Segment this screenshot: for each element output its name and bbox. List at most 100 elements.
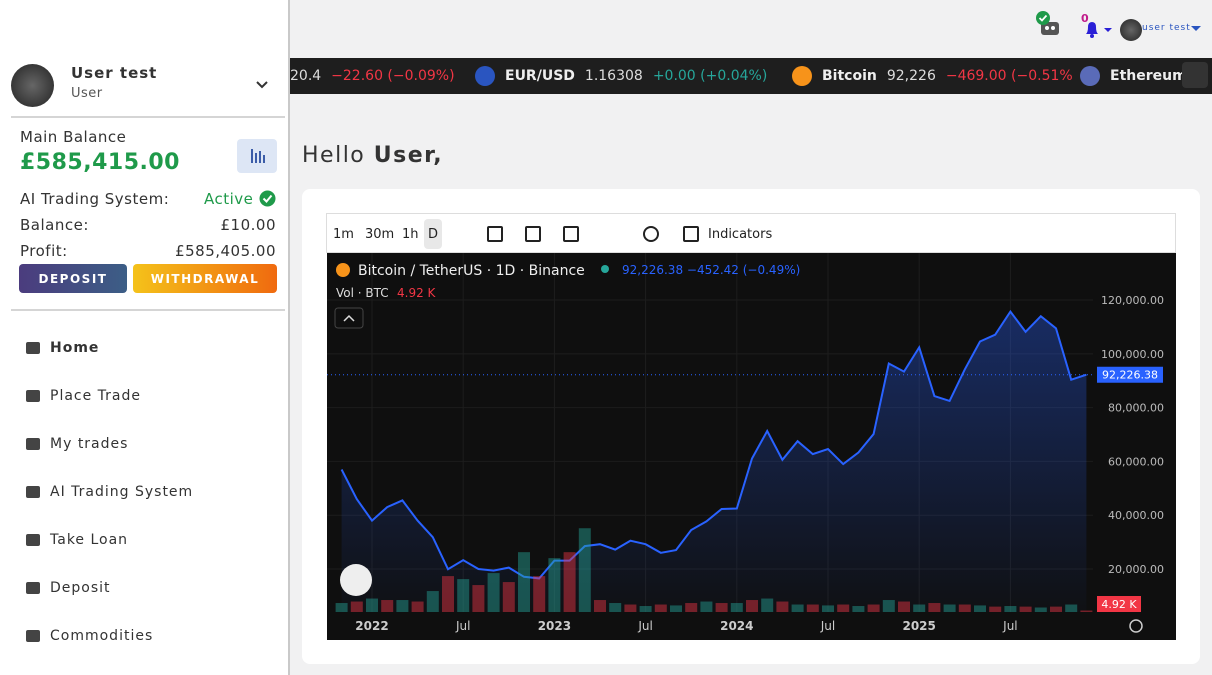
volume-bar	[1080, 610, 1093, 612]
collapse-button[interactable]	[334, 307, 364, 329]
volume-bar	[548, 558, 561, 612]
y-tick-label: 60,000.00	[1108, 455, 1164, 468]
x-tick-label: Jul	[637, 619, 652, 633]
volume-bar	[350, 601, 363, 612]
interval-button[interactable]: 1h	[402, 226, 419, 242]
stats-button[interactable]	[237, 139, 277, 173]
nav-icon	[26, 438, 40, 450]
nav-label: Home	[50, 340, 100, 356]
volume-bar	[533, 576, 546, 612]
tool-icon[interactable]	[683, 226, 699, 242]
coin-icon	[1080, 66, 1100, 86]
nav-item[interactable]: My trades	[26, 436, 128, 452]
interval-button[interactable]: 1m	[333, 226, 354, 242]
volume-bar	[472, 585, 485, 612]
ticker-change: −22.60 (−0.09%)	[331, 68, 455, 84]
nav-icon	[26, 342, 40, 354]
nav-label: Deposit	[50, 580, 111, 596]
volume-bar	[806, 604, 819, 612]
bell-icon[interactable]	[1083, 20, 1115, 40]
robot-icon[interactable]	[1035, 10, 1063, 38]
tv-logo	[340, 564, 372, 596]
x-tick-label: 2023	[538, 619, 571, 633]
nav-item[interactable]: Take Loan	[26, 532, 128, 548]
greeting: Hello User,	[302, 143, 443, 168]
ai-status: Active	[204, 190, 254, 208]
volume-bar	[1034, 607, 1047, 612]
profit-value: £585,405.00	[175, 242, 276, 260]
volume-bar	[776, 601, 789, 612]
balance-amount: £585,415.00	[20, 150, 180, 175]
deposit-button[interactable]: DEPOSIT	[19, 264, 127, 293]
chart-toolbar: 1m 30m 1h D Indicators	[326, 213, 1176, 253]
settings-icon[interactable]	[1129, 619, 1143, 633]
tool-icon[interactable]	[487, 226, 503, 242]
volume-bar	[822, 605, 834, 612]
y-tick-label: 120,000.00	[1101, 294, 1164, 307]
ticker-item[interactable]: EUR/USD 1.16308 +0.00 (+0.04%)	[475, 58, 767, 94]
y-tick-label: 100,000.00	[1101, 348, 1164, 361]
volume-bar	[335, 603, 348, 612]
coin-icon	[792, 66, 812, 86]
interval-button[interactable]: 30m	[365, 226, 395, 242]
button-label: DEPOSIT	[38, 271, 108, 286]
volume-bar	[791, 604, 804, 612]
volume-bar	[563, 552, 576, 612]
last-price-box	[1097, 366, 1163, 383]
volume-bar	[396, 600, 409, 612]
indicators-button[interactable]: Indicators	[708, 226, 773, 242]
ticker-bar: 20.4 −22.60 (−0.09%) EUR/USD 1.16308 +0.00 (…	[290, 58, 1212, 94]
ticker-item[interactable]: 20.4 −22.60 (−0.09%)	[290, 58, 455, 94]
tool-icon[interactable]	[563, 226, 579, 242]
withdrawal-button[interactable]: WITHDRAWAL	[133, 264, 277, 293]
x-tick-label: 2025	[902, 619, 935, 633]
volume-bar	[366, 598, 378, 612]
ticker-price: 1.16308	[584, 68, 643, 84]
chevron[interactable]	[256, 80, 268, 90]
nav-icon	[26, 582, 40, 594]
tool-icon[interactable]	[525, 226, 541, 242]
nav-item[interactable]: Home	[26, 340, 99, 356]
volume-bar	[442, 576, 454, 612]
last-price-label: 92,226.38	[1102, 369, 1158, 382]
user-menu[interactable]: user test	[1142, 23, 1191, 33]
greeting-name: User,	[373, 143, 444, 168]
nav-item[interactable]: Deposit	[26, 580, 111, 596]
volume-bar	[700, 601, 713, 612]
volume-label: 4.92 K	[1101, 598, 1137, 611]
ticker-item[interactable]: Ethereum	[1080, 58, 1187, 94]
volume-bar	[670, 605, 682, 612]
x-tick-label: Jul	[1002, 619, 1017, 633]
button-label: WITHDRAWAL	[150, 271, 260, 286]
nav-item[interactable]: Commodities	[26, 628, 153, 644]
check-icon	[259, 190, 276, 207]
y-tick-label: 80,000.00	[1108, 402, 1164, 415]
volume-box	[1097, 596, 1141, 612]
volume-bar	[1004, 606, 1017, 612]
status-dot	[601, 265, 609, 273]
volume-bar	[487, 573, 500, 612]
volume-bar	[426, 591, 439, 612]
volume-bar	[594, 600, 606, 612]
nav-label: Place Trade	[50, 388, 142, 404]
volume-bar	[898, 601, 910, 612]
profit-label: Profit:	[20, 242, 68, 260]
ticker-change: −469.00 (−0.51%	[945, 68, 1073, 84]
volume-bar	[882, 600, 895, 612]
volume-bar	[852, 606, 865, 612]
notification-count: 0	[1081, 12, 1090, 25]
interval-button[interactable]: D	[424, 219, 443, 249]
volume-bar	[989, 606, 1002, 612]
nav-icon	[26, 630, 40, 642]
nav-item[interactable]: AI Trading System	[26, 484, 193, 500]
nav-item[interactable]: Place Trade	[26, 388, 141, 404]
ticker-item[interactable]: Bitcoin 92,226 −469.00 (−0.51%	[792, 58, 1073, 94]
nav-label: My trades	[50, 436, 129, 452]
user-avatar[interactable]	[1120, 19, 1142, 41]
time-axis	[327, 612, 1176, 640]
series-name: Bitcoin / TetherUS · 1D · Binance	[358, 263, 585, 279]
y-tick-label: 20,000.00	[1108, 563, 1164, 576]
coin-icon	[336, 263, 350, 277]
tool-icon[interactable]	[643, 226, 659, 242]
sidebar: User test User Main Balance £585,415.00 …	[0, 0, 290, 675]
